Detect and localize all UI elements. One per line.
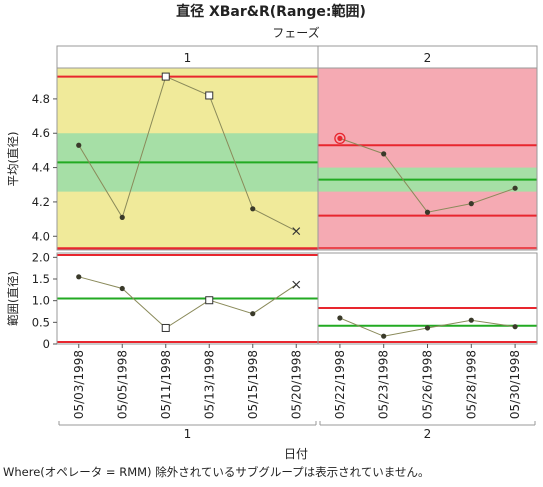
range-point-x [292, 280, 301, 289]
mean-point [424, 209, 431, 215]
phase-axis-label: フェーズ [272, 25, 319, 40]
phase-header-strip [56, 45, 538, 69]
mean-point-circled [337, 135, 343, 141]
mean-panel-frame [56, 67, 538, 251]
range-phase-1-series-line [78, 276, 297, 329]
x-tick-label: 05/03/1998 [72, 350, 86, 419]
x-tick-label: 05/28/1998 [464, 350, 478, 419]
mean-point [119, 214, 125, 220]
range-panel-frame [56, 252, 538, 345]
y-tick-label: 4.4 [32, 161, 50, 175]
x-stroke [292, 227, 301, 236]
mean-point-circled-ring [334, 132, 346, 145]
mean-point [76, 142, 82, 148]
phase-bracket-label: 1 [184, 427, 192, 441]
mean-point [512, 185, 518, 191]
mean-y-axis-label: 平均(直径) [6, 132, 20, 187]
y-tick-label: 4.0 [32, 229, 50, 243]
mean-point-square [205, 91, 214, 100]
y-tick-label: 2.0 [32, 250, 50, 264]
y-tick-label: 4.6 [32, 126, 50, 140]
range-point [76, 274, 82, 280]
phase-bracket-label: 2 [424, 427, 432, 441]
mean-point-square [161, 72, 170, 81]
footer-note: Where(オペレータ = RMM) 除外されているサブグループは表示されていま… [3, 465, 429, 479]
range-point-square [161, 323, 170, 332]
range-point [119, 285, 125, 292]
mean-point [468, 201, 474, 207]
x-tick-label: 05/15/1998 [246, 350, 260, 419]
mean-phase-1-series-line [78, 75, 297, 232]
range-point [250, 311, 256, 317]
phase-header-label: 2 [424, 51, 432, 65]
x-tick-label: 05/23/1998 [377, 350, 391, 419]
chart-title: 直径 XBar&R(Range:範囲) [176, 3, 366, 20]
y-tick-label: 1.0 [32, 294, 50, 308]
x-tick-label: 05/30/1998 [508, 350, 522, 419]
mean-point [381, 151, 387, 157]
y-tick-label: 4.8 [32, 92, 50, 106]
range-point-square [205, 296, 214, 305]
x-stroke [292, 280, 301, 289]
range-y-axis-label: 範囲(直径) [6, 271, 20, 326]
plot-layer: 1 2 4.0 4.2 4.4 4.6 4.8 平均(直径) 0 0.5 1.0 1.5 2.0 範囲(直… [6, 45, 538, 441]
x-tick-label: 05/22/1998 [333, 350, 347, 419]
phase-header-label: 1 [184, 51, 192, 65]
y-tick-label: 4.2 [32, 195, 50, 209]
y-tick-label: 0.5 [32, 315, 50, 329]
range-point [468, 317, 474, 323]
x-tick-label: 05/20/1998 [289, 350, 303, 419]
x-axis-label: 日付 [284, 447, 308, 461]
mean-point-x [292, 227, 301, 236]
range-point [424, 325, 431, 331]
x-tick-label: 05/05/1998 [115, 350, 129, 419]
range-point [337, 315, 343, 321]
x-tick-label: 05/11/1998 [159, 350, 173, 419]
y-tick-label: 0 [43, 337, 50, 351]
y-tick-label: 1.5 [32, 272, 50, 286]
phase-2-background-zone [318, 68, 537, 250]
x-tick-label: 05/13/1998 [202, 350, 216, 419]
mean-point [250, 206, 256, 212]
range-point [381, 333, 387, 339]
range-point [512, 324, 518, 330]
x-tick-label: 05/26/1998 [421, 350, 435, 419]
